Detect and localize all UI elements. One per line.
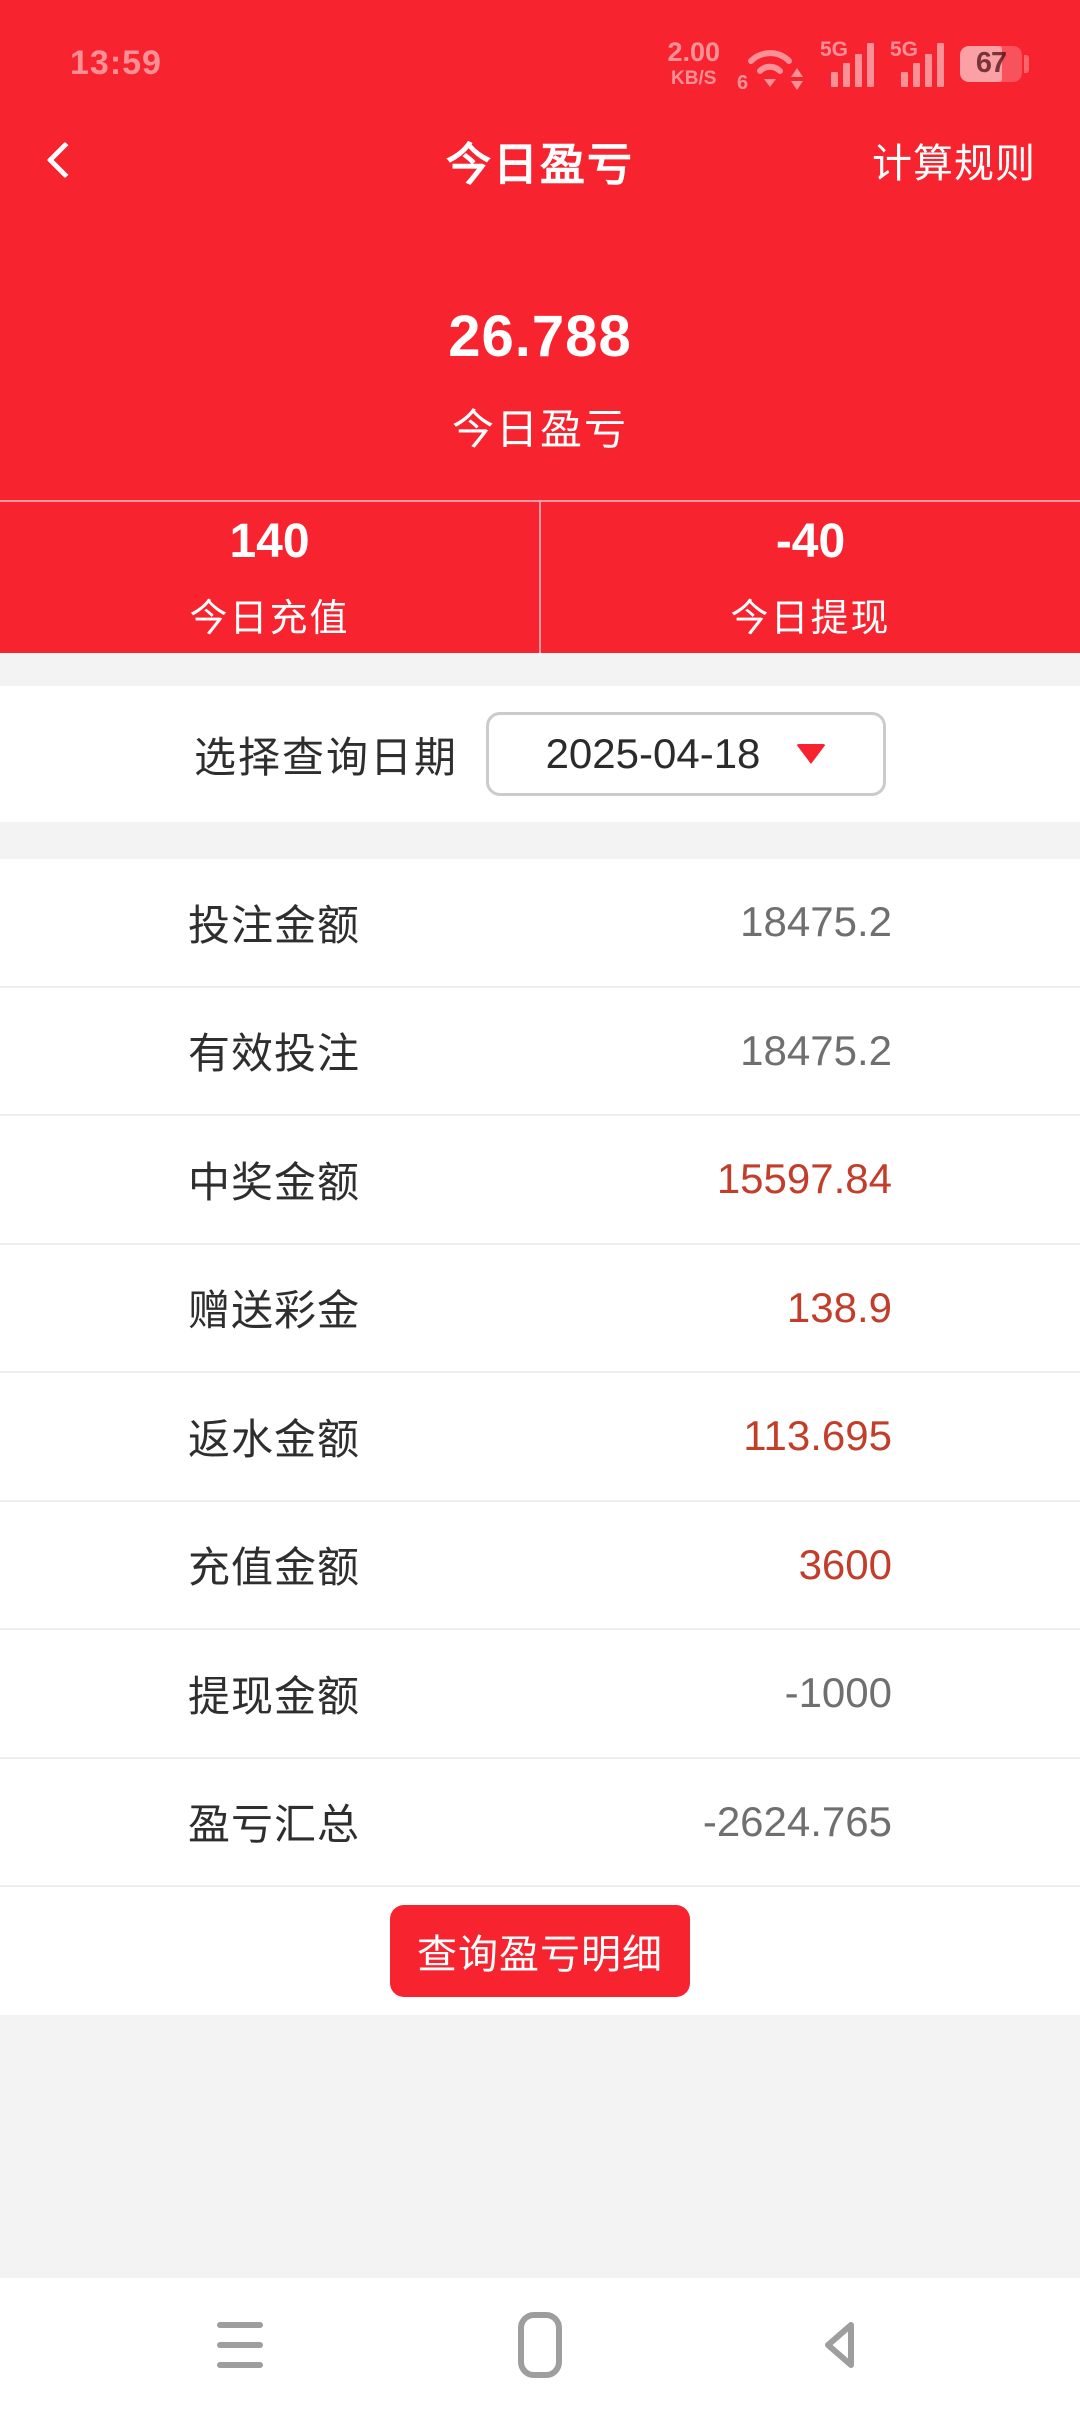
query-detail-button[interactable]: 查询盈亏明细 bbox=[390, 1905, 690, 1997]
row-label: 返水金额 bbox=[188, 1415, 361, 1463]
caret-down-icon bbox=[796, 744, 827, 764]
table-row: 投注金额 18475.2 bbox=[0, 859, 1080, 988]
section-divider bbox=[0, 822, 1080, 859]
battery-tip bbox=[1024, 54, 1029, 73]
date-select[interactable]: 2025-04-18 bbox=[486, 712, 886, 796]
today-deposit-value: 140 bbox=[229, 514, 310, 568]
today-profit-label: 今日盈亏 bbox=[451, 406, 628, 453]
android-navigation-bar bbox=[0, 2278, 1080, 2412]
summary-table: 投注金额 18475.2 有效投注 18475.2 中奖金额 15597.84 … bbox=[0, 859, 1080, 1887]
row-value: -1000 bbox=[784, 1669, 892, 1717]
date-picker-label: 选择查询日期 bbox=[193, 733, 458, 781]
navigation-bar: 今日盈亏 计算规则 bbox=[0, 105, 1080, 215]
table-row: 中奖金额 15597.84 bbox=[0, 1116, 1080, 1245]
row-label: 提现金额 bbox=[188, 1672, 361, 1720]
battery-icon: 67 bbox=[960, 45, 1029, 82]
network-speed: 2.00 KB/S bbox=[667, 37, 720, 89]
battery-percent: 67 bbox=[975, 47, 1007, 79]
row-value: 15597.84 bbox=[716, 1155, 892, 1203]
status-icons: 2.00 KB/S 6 5G bbox=[667, 37, 1029, 90]
row-label: 充值金额 bbox=[188, 1544, 361, 1592]
sim1-signal-bars bbox=[831, 42, 874, 87]
footer-spacer bbox=[0, 2015, 1080, 2278]
date-select-value: 2025-04-18 bbox=[545, 730, 761, 777]
table-row: 充值金额 3600 bbox=[0, 1502, 1080, 1630]
date-picker-row: 选择查询日期 2025-04-18 bbox=[0, 686, 1080, 822]
calculation-rules-link[interactable]: 计算规则 bbox=[872, 142, 1036, 186]
today-withdraw-value: -40 bbox=[775, 514, 846, 568]
row-label: 有效投注 bbox=[188, 1030, 361, 1078]
android-back-icon bbox=[825, 2322, 854, 2368]
sim1-network-type: 5G bbox=[820, 37, 849, 61]
home-button[interactable] bbox=[480, 2295, 600, 2395]
row-value: 3600 bbox=[798, 1540, 892, 1588]
app-header: 13:59 2.00 KB/S 6 5G bbox=[0, 0, 1080, 500]
battery-fill bbox=[960, 45, 1002, 82]
signal-sim2-icon: 5G bbox=[890, 37, 944, 87]
android-back-button[interactable] bbox=[780, 2295, 900, 2395]
today-withdraw-cell: -40 今日提现 bbox=[541, 502, 1080, 653]
recent-apps-icon bbox=[217, 2322, 263, 2368]
today-profit-value: 26.788 bbox=[448, 304, 632, 369]
network-speed-unit: KB/S bbox=[671, 68, 717, 89]
network-speed-value: 2.00 bbox=[667, 37, 720, 67]
today-withdraw-label: 今日提现 bbox=[730, 597, 891, 640]
table-row: 返水金额 113.695 bbox=[0, 1373, 1080, 1502]
vertical-divider bbox=[539, 502, 541, 653]
deposit-withdraw-summary: 140 今日充值 -40 今日提现 bbox=[0, 500, 1080, 653]
table-row: 提现金额 -1000 bbox=[0, 1630, 1080, 1759]
wifi-icon: 6 bbox=[737, 49, 803, 90]
row-value: -2624.765 bbox=[702, 1797, 892, 1845]
today-deposit-cell: 140 今日充值 bbox=[0, 502, 539, 653]
row-label: 投注金额 bbox=[188, 901, 361, 949]
action-row: 查询盈亏明细 bbox=[0, 1887, 1080, 2015]
home-icon bbox=[518, 2312, 562, 2378]
signal-sim1-icon: 5G bbox=[820, 37, 874, 87]
table-row: 有效投注 18475.2 bbox=[0, 988, 1080, 1116]
svg-text:6: 6 bbox=[737, 72, 748, 90]
row-label: 中奖金额 bbox=[188, 1158, 361, 1206]
sim2-signal-bars bbox=[901, 42, 944, 87]
table-row: 赠送彩金 138.9 bbox=[0, 1245, 1080, 1373]
row-label: 盈亏汇总 bbox=[188, 1801, 361, 1849]
clock: 13:59 bbox=[70, 44, 162, 82]
today-deposit-label: 今日充值 bbox=[189, 597, 350, 640]
section-divider bbox=[0, 653, 1080, 686]
today-profit-summary: 26.788 今日盈亏 bbox=[0, 303, 1080, 457]
row-label: 赠送彩金 bbox=[188, 1287, 361, 1335]
row-value: 18475.2 bbox=[740, 1026, 892, 1074]
sim2-network-type: 5G bbox=[890, 37, 919, 61]
page-title: 今日盈亏 bbox=[445, 138, 634, 190]
recent-apps-button[interactable] bbox=[180, 2295, 300, 2395]
row-value: 113.695 bbox=[743, 1412, 892, 1460]
row-value: 18475.2 bbox=[740, 898, 892, 946]
row-value: 138.9 bbox=[786, 1283, 892, 1331]
table-row: 盈亏汇总 -2624.765 bbox=[0, 1759, 1080, 1887]
status-bar: 13:59 2.00 KB/S 6 5G bbox=[0, 0, 1080, 105]
